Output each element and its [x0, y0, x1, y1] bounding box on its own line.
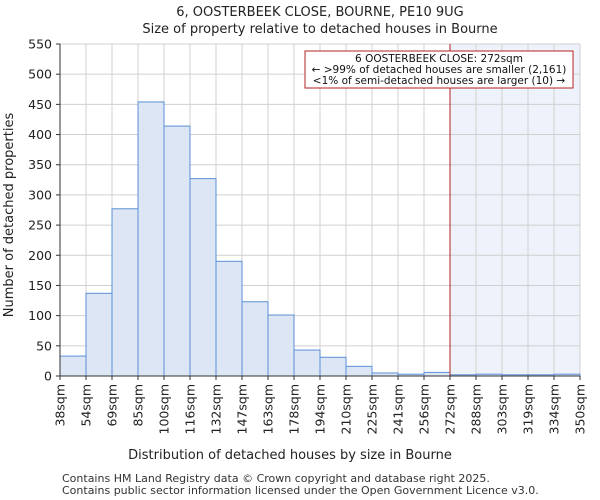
- x-tick-label-19: 334sqm: [547, 384, 562, 434]
- bar-54sqm: [85, 292, 113, 377]
- x-tick-label-4: 100sqm: [157, 384, 172, 434]
- bar-69sqm: [111, 208, 139, 377]
- y-tick-label-11: 550: [28, 37, 52, 52]
- x-tick-label-20: 350sqm: [573, 384, 588, 434]
- x-tick-label-14: 256sqm: [417, 384, 432, 434]
- y-tick-label-7: 350: [28, 157, 52, 172]
- x-tick-label-10: 194sqm: [313, 384, 328, 434]
- y-tick-label-4: 200: [28, 248, 52, 263]
- highlight-rect: [450, 44, 580, 376]
- annotation-line1: 6 OOSTERBEEK CLOSE: 272sqm: [355, 53, 523, 65]
- annotation-line3: <1% of semi-detached houses are larger (…: [313, 75, 566, 87]
- bar-100sqm: [163, 125, 191, 377]
- bar-163sqm: [267, 314, 295, 377]
- x-tick-label-11: 210sqm: [339, 384, 354, 434]
- bar-85sqm: [137, 101, 165, 377]
- x-tick-label-12: 225sqm: [365, 384, 380, 434]
- x-tick-label-1: 54sqm: [79, 384, 94, 427]
- x-tick-label-6: 132sqm: [209, 384, 224, 434]
- footer-line2: Contains public sector information licen…: [62, 484, 539, 497]
- bar-38sqm: [59, 355, 87, 377]
- highlight-region: [450, 44, 580, 376]
- bar-147sqm: [241, 301, 269, 377]
- annotation-box: 6 OOSTERBEEK CLOSE: 272sqm ← >99% of det…: [304, 50, 574, 89]
- footer-line1: Contains HM Land Registry data © Crown c…: [62, 472, 490, 485]
- y-tick-label-0: 0: [44, 369, 52, 384]
- y-tick-label-9: 450: [28, 97, 52, 112]
- bar-116sqm: [189, 178, 217, 377]
- x-tick-label-7: 147sqm: [235, 384, 250, 434]
- bar-178sqm: [293, 349, 321, 377]
- bar-256sqm: [423, 371, 451, 377]
- x-tick-label-13: 241sqm: [391, 384, 406, 434]
- x-tick-label-8: 163sqm: [261, 384, 276, 434]
- y-tick-label-3: 150: [28, 278, 52, 293]
- x-tick-labels: 38sqm 54sqm 69sqm 85sqm 100sqm 116sqm 132sqm 14…: [53, 376, 588, 434]
- x-tick-label-9: 178sqm: [287, 384, 302, 434]
- x-tick-label-5: 116sqm: [183, 384, 198, 434]
- x-tick-label-15: 272sqm: [443, 384, 458, 434]
- x-tick-label-18: 319sqm: [521, 384, 536, 434]
- chart-title-line1: 6, OOSTERBEEK CLOSE, BOURNE, PE10 9UG: [176, 5, 464, 20]
- x-tick-label-17: 303sqm: [495, 384, 510, 434]
- bar-194sqm: [319, 356, 347, 377]
- x-tick-label-3: 85sqm: [131, 384, 146, 427]
- x-tick-label-2: 69sqm: [105, 384, 120, 427]
- annotation-border: [304, 50, 574, 89]
- annotation-line2: ← >99% of detached houses are smaller (2…: [312, 64, 567, 76]
- chart-title-line2: Size of property relative to detached ho…: [142, 22, 497, 37]
- y-tick-label-1: 50: [36, 338, 52, 353]
- y-tick-label-6: 300: [28, 187, 52, 202]
- bars: [59, 101, 581, 377]
- y-tick-label-5: 250: [28, 218, 52, 233]
- y-tick-labels: 0 50 100 150 200 250 300 350 400 450 500 550: [28, 37, 60, 384]
- x-tick-label-0: 38sqm: [53, 384, 68, 427]
- bar-132sqm: [215, 260, 243, 377]
- x-axis-label: Distribution of detached houses by size …: [128, 448, 452, 463]
- x-tick-label-16: 288sqm: [469, 384, 484, 434]
- bar-210sqm: [345, 365, 373, 377]
- y-tick-label-2: 100: [28, 308, 52, 323]
- y-tick-label-10: 500: [28, 67, 52, 82]
- y-axis-label: Number of detached properties: [2, 113, 17, 318]
- y-tick-label-8: 400: [28, 127, 52, 142]
